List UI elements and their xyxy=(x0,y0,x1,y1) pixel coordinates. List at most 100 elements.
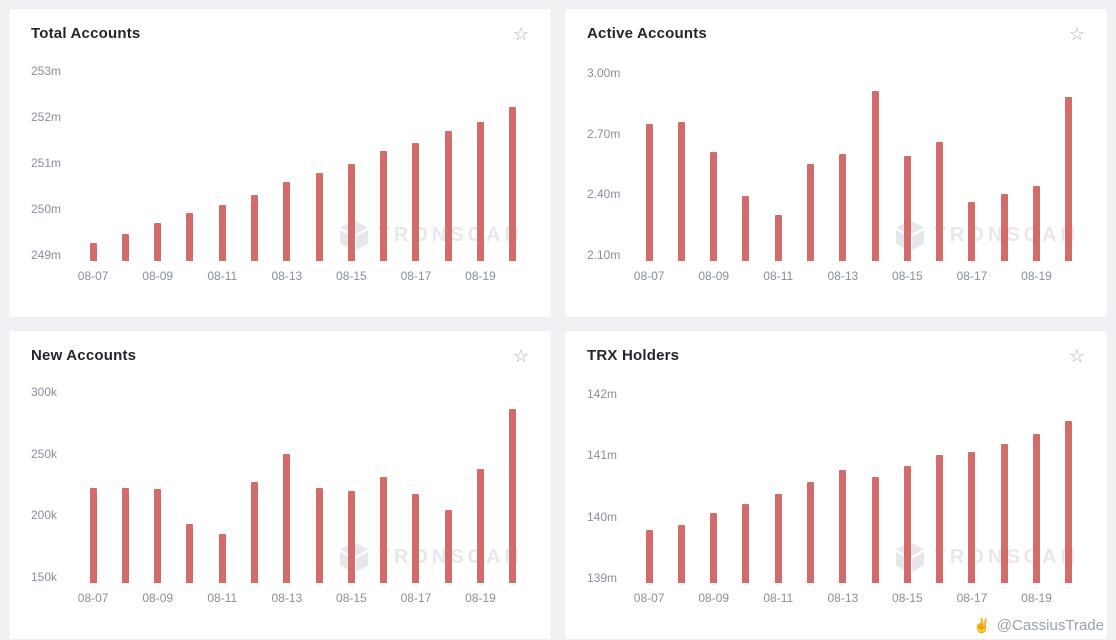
bar-slot xyxy=(206,69,238,261)
x-tick-label: 08-07 xyxy=(77,269,109,283)
x-tick-label: 08-09 xyxy=(698,269,730,283)
bar-08-11[interactable] xyxy=(774,494,782,583)
bar-08-07[interactable] xyxy=(645,529,653,583)
bar-08-08[interactable] xyxy=(121,488,129,583)
x-tick-label: 08-07 xyxy=(633,269,665,283)
x-tick-label: 08-17 xyxy=(956,269,988,283)
bar-08-16[interactable] xyxy=(380,477,388,583)
bar-08-17[interactable] xyxy=(968,452,976,583)
bar-08-18[interactable] xyxy=(444,510,452,583)
bar-slot xyxy=(464,69,496,261)
bar-08-09[interactable] xyxy=(154,222,162,261)
bar-08-14[interactable] xyxy=(871,476,879,583)
bar-08-14[interactable] xyxy=(315,488,323,583)
favorite-star-icon[interactable]: ☆ xyxy=(512,24,529,44)
bar-08-13[interactable] xyxy=(839,153,847,261)
bar-08-07[interactable] xyxy=(645,123,653,261)
bar-slot xyxy=(400,391,432,583)
y-tick-label: 249m xyxy=(31,248,62,263)
favorite-star-icon[interactable]: ☆ xyxy=(512,346,529,366)
bar-slot xyxy=(665,391,697,583)
x-tick-label: 08-11 xyxy=(207,591,238,605)
bar-slot xyxy=(891,69,923,261)
bar-slot xyxy=(142,391,174,583)
bar-chart-active-accounts: 2.10m 2.40m 2.70m 3.00m TRONSCAN 08-07 08-09… xyxy=(587,66,1085,291)
bar-08-10[interactable] xyxy=(186,213,194,261)
bar-08-19[interactable] xyxy=(1033,433,1041,583)
bar-08-12[interactable] xyxy=(807,482,815,583)
bar-slot xyxy=(400,69,432,261)
bar-slot xyxy=(956,391,988,583)
x-tick-label: 08-07 xyxy=(633,591,665,605)
bar-08-07[interactable] xyxy=(89,243,97,261)
bar-slot xyxy=(432,69,464,261)
bar-slot xyxy=(303,391,335,583)
bar-slot xyxy=(924,391,956,583)
bar-08-08[interactable] xyxy=(677,121,685,261)
bar-08-11[interactable] xyxy=(218,204,226,261)
bar-08-19[interactable] xyxy=(477,122,485,261)
favorite-star-icon[interactable]: ☆ xyxy=(1068,24,1085,44)
x-tick-label: 08-15 xyxy=(892,269,923,283)
bar-08-12[interactable] xyxy=(807,164,815,261)
y-tick-label: 253m xyxy=(31,64,62,79)
bar-slot xyxy=(730,391,762,583)
bar-slot xyxy=(206,391,238,583)
y-tick-label: 140m xyxy=(587,509,618,524)
bar-08-17[interactable] xyxy=(412,143,420,261)
bar-slot xyxy=(859,391,891,583)
chart-body: 249m 250m 251m 252m 253m TRONSCAN xyxy=(31,64,529,263)
y-tick-label: 2.40m xyxy=(587,187,621,202)
bar-08-16[interactable] xyxy=(936,455,944,583)
bar-08-08[interactable] xyxy=(677,524,685,583)
bar-08-13[interactable] xyxy=(283,453,291,583)
bar-08-09[interactable] xyxy=(154,489,162,583)
bar-08-18[interactable] xyxy=(1000,444,1008,583)
bar-08-17[interactable] xyxy=(412,494,420,583)
bar-08-20[interactable] xyxy=(1065,421,1073,583)
bar-slot xyxy=(633,69,665,261)
bar-08-17[interactable] xyxy=(968,202,976,261)
bar-08-09[interactable] xyxy=(710,513,718,583)
y-tick-label: 142m xyxy=(587,387,618,402)
y-axis: 150k 200k 250k 300k xyxy=(31,385,77,584)
bar-08-15[interactable] xyxy=(347,164,355,261)
y-tick-label: 250k xyxy=(31,446,58,461)
bar-08-13[interactable] xyxy=(839,470,847,583)
bar-08-18[interactable] xyxy=(444,131,452,261)
y-tick-label: 251m xyxy=(31,156,62,171)
bar-08-10[interactable] xyxy=(186,523,194,583)
bar-08-07[interactable] xyxy=(89,488,97,583)
bar-slot xyxy=(109,391,141,583)
y-tick-label: 250m xyxy=(31,202,62,217)
bar-08-10[interactable] xyxy=(742,504,750,583)
x-axis: 08-07 08-09 08-11 08-13 08-15 08-17 08-19 xyxy=(77,261,529,291)
bar-08-11[interactable] xyxy=(218,533,226,583)
bar-08-13[interactable] xyxy=(283,182,291,261)
bar-08-15[interactable] xyxy=(903,466,911,583)
bar-08-15[interactable] xyxy=(903,155,911,261)
bar-08-08[interactable] xyxy=(121,233,129,261)
bar-08-19[interactable] xyxy=(477,468,485,583)
bar-08-12[interactable] xyxy=(251,195,259,261)
bar-08-11[interactable] xyxy=(774,214,782,261)
creator-watermark: ✌ @CassiusTrade xyxy=(973,617,1104,634)
bar-08-12[interactable] xyxy=(251,482,259,583)
bar-08-09[interactable] xyxy=(710,151,718,261)
bar-08-10[interactable] xyxy=(742,196,750,261)
bar-08-14[interactable] xyxy=(315,173,323,261)
bar-08-15[interactable] xyxy=(347,490,355,583)
favorite-star-icon[interactable]: ☆ xyxy=(1068,346,1085,366)
chart-card-trx-holders: TRX Holders ☆ 139m 140m 141m 142m TRONSCAN xyxy=(564,330,1108,640)
bar-08-20[interactable] xyxy=(509,409,517,583)
x-tick-label: 08-19 xyxy=(465,269,496,283)
bar-08-14[interactable] xyxy=(871,91,879,261)
y-tick-label: 300k xyxy=(31,385,58,400)
bar-08-20[interactable] xyxy=(1065,97,1073,261)
bar-08-18[interactable] xyxy=(1000,194,1008,261)
bar-08-16[interactable] xyxy=(380,151,388,261)
bar-08-19[interactable] xyxy=(1033,186,1041,261)
bar-08-16[interactable] xyxy=(936,141,944,261)
chart-card-new-accounts: New Accounts ☆ 150k 200k 250k 300k TRONSCAN xyxy=(8,330,552,640)
bar-08-20[interactable] xyxy=(509,107,517,261)
